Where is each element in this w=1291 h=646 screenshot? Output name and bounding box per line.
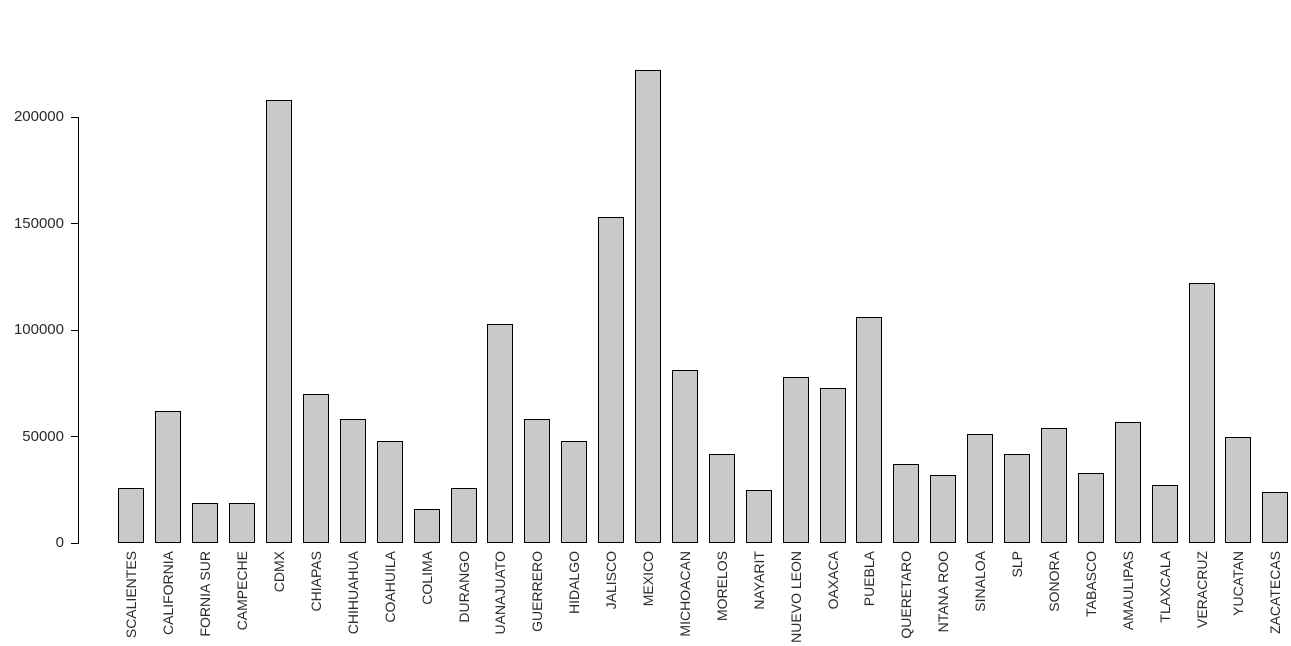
- x-axis-tick-label: COAHUILA: [381, 551, 398, 623]
- bar-morelos: [708, 453, 735, 543]
- x-axis-tick-label: GUERRERO: [529, 551, 546, 632]
- x-axis-tick-label: QUERETARO: [898, 551, 915, 639]
- x-axis-tick-label: MEXICO: [640, 551, 657, 607]
- x-axis-tick-label: NAYARIT: [750, 551, 767, 610]
- x-axis-tick-label: HIDALGO: [566, 551, 583, 615]
- y-axis-tick-label: 0: [55, 534, 64, 551]
- y-axis-tick-label: 50000: [22, 427, 64, 445]
- bar-jalisco: [598, 217, 625, 543]
- bar-nayarit: [745, 489, 772, 543]
- x-axis-tick-label: SLP: [1009, 551, 1026, 578]
- bar-scalientes: [118, 487, 145, 543]
- y-axis-tick: [71, 223, 78, 224]
- bar-fornia-sur: [192, 502, 219, 543]
- bar-zacatecas: [1262, 491, 1289, 543]
- bar-mexico: [635, 70, 662, 543]
- x-axis-tick-label: CALIFORNIA: [160, 551, 177, 636]
- x-axis-tick-label: OAXACA: [824, 551, 841, 610]
- x-axis-tick-label: TABASCO: [1082, 551, 1099, 617]
- x-axis-tick-label: CAMPECHE: [234, 551, 251, 631]
- bar-cdmx: [266, 99, 293, 543]
- x-axis-tick-label: VERACRUZ: [1193, 551, 1210, 629]
- bar-guerrero: [524, 419, 551, 543]
- bar-slp: [1004, 453, 1031, 543]
- x-axis-tick-label: ZACATECAS: [1267, 551, 1284, 634]
- y-axis-tick-label: 150000: [13, 214, 64, 232]
- y-axis-tick: [71, 329, 78, 331]
- bar-tabasco: [1077, 472, 1104, 543]
- bar-yucatan: [1225, 436, 1252, 543]
- x-axis-tick-label: CHIHUAHUA: [344, 551, 361, 635]
- x-axis-tick-label: JALISCO: [603, 551, 620, 610]
- bar-chihuahua: [339, 419, 366, 543]
- bar-veracruz: [1188, 283, 1215, 543]
- bar-sinaloa: [967, 434, 994, 543]
- bar-campeche: [229, 502, 256, 543]
- bar-oaxaca: [819, 387, 846, 543]
- y-axis-tick: [71, 436, 78, 437]
- y-axis-line: [78, 117, 79, 544]
- bar-coahuila: [376, 440, 403, 543]
- x-axis-tick-label: PUEBLA: [861, 551, 878, 607]
- x-axis-tick-label: CDMX: [271, 551, 288, 593]
- x-axis-tick-label: TLAXCALA: [1156, 551, 1173, 623]
- x-axis-tick-label: NUEVO LEON: [787, 551, 804, 643]
- x-axis-tick-label: MORELOS: [713, 551, 730, 622]
- x-axis-tick-label: FORNIA SUR: [197, 551, 214, 637]
- bar-durango: [450, 487, 477, 543]
- x-axis-tick-label: YUCATAN: [1230, 551, 1247, 616]
- x-axis-tick-label: SINALOA: [972, 551, 989, 612]
- x-axis-tick-label: SCALIENTES: [123, 551, 140, 639]
- x-axis-tick-label: MICHOACAN: [676, 551, 693, 637]
- bar-california: [155, 410, 182, 543]
- y-axis-tick: [71, 116, 78, 118]
- x-axis-tick-label: CHIAPAS: [307, 551, 324, 612]
- bar-colima: [413, 508, 440, 543]
- bar-michoacan: [671, 370, 698, 543]
- bar-sonora: [1040, 427, 1067, 543]
- x-axis-tick-label: AMAULIPAS: [1119, 551, 1136, 631]
- bar-nuevo-leon: [782, 376, 809, 543]
- y-axis-tick: [71, 542, 78, 544]
- x-axis-tick-label: DURANGO: [455, 551, 472, 623]
- x-axis-tick-label: COLIMA: [418, 551, 435, 605]
- bar-hidalgo: [561, 440, 588, 543]
- bar-chiapas: [302, 393, 329, 543]
- y-axis-tick-label: 100000: [13, 321, 64, 338]
- bar-uanajuato: [487, 323, 514, 543]
- x-axis-tick-label: NTANA ROO: [935, 551, 952, 633]
- x-axis-tick-label: SONORA: [1045, 551, 1062, 612]
- y-axis-tick-label: 200000: [13, 108, 64, 125]
- bar-queretaro: [893, 464, 920, 543]
- bar-puebla: [856, 317, 883, 543]
- bar-tlaxcala: [1151, 485, 1178, 543]
- x-axis-tick-label: UANAJUATO: [492, 551, 509, 635]
- bar-amaulipas: [1114, 421, 1141, 543]
- bar-ntana-roo: [930, 474, 957, 543]
